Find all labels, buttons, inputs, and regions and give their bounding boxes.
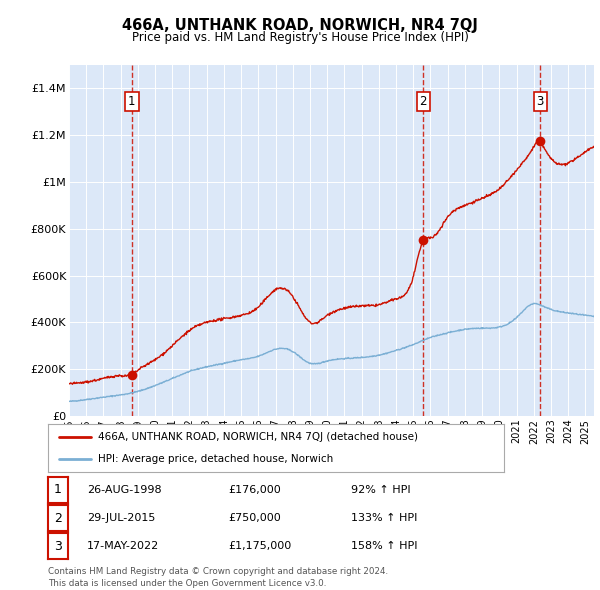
Text: 26-AUG-1998: 26-AUG-1998 [87,485,161,494]
Text: 133% ↑ HPI: 133% ↑ HPI [351,513,418,523]
Text: 17-MAY-2022: 17-MAY-2022 [87,542,159,551]
Text: 1: 1 [54,483,62,496]
Text: £750,000: £750,000 [228,513,281,523]
Text: 29-JUL-2015: 29-JUL-2015 [87,513,155,523]
Text: 92% ↑ HPI: 92% ↑ HPI [351,485,410,494]
Text: 2: 2 [419,95,427,108]
Text: 2: 2 [54,512,62,525]
Text: £176,000: £176,000 [228,485,281,494]
Text: 3: 3 [54,540,62,553]
Text: Price paid vs. HM Land Registry's House Price Index (HPI): Price paid vs. HM Land Registry's House … [131,31,469,44]
Text: 466A, UNTHANK ROAD, NORWICH, NR4 7QJ: 466A, UNTHANK ROAD, NORWICH, NR4 7QJ [122,18,478,32]
Text: 158% ↑ HPI: 158% ↑ HPI [351,542,418,551]
Text: 3: 3 [536,95,544,108]
Text: 466A, UNTHANK ROAD, NORWICH, NR4 7QJ (detached house): 466A, UNTHANK ROAD, NORWICH, NR4 7QJ (de… [98,432,418,442]
Text: £1,175,000: £1,175,000 [228,542,291,551]
Text: Contains HM Land Registry data © Crown copyright and database right 2024.
This d: Contains HM Land Registry data © Crown c… [48,568,388,588]
Text: 1: 1 [128,95,136,108]
Text: HPI: Average price, detached house, Norwich: HPI: Average price, detached house, Norw… [98,454,334,464]
